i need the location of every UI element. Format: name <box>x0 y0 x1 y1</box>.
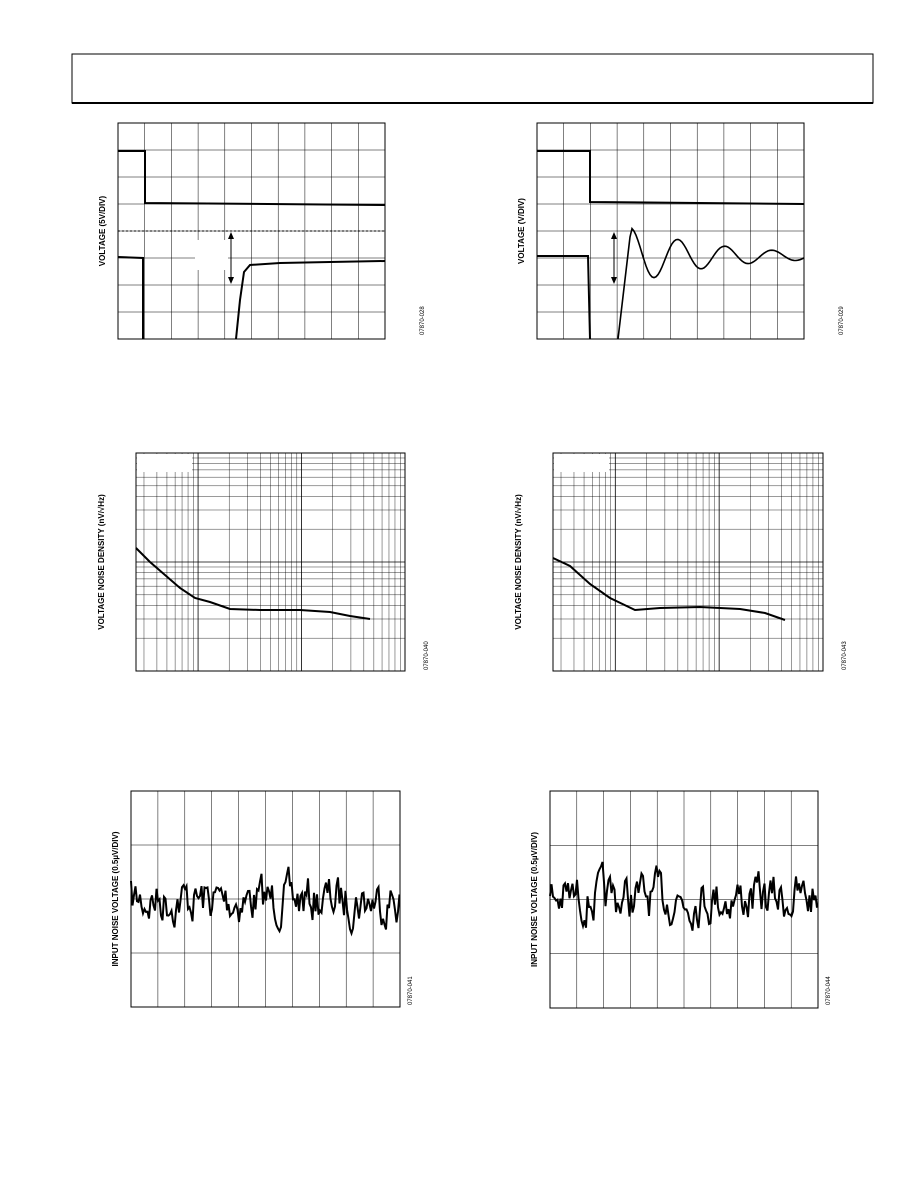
trace <box>617 226 805 340</box>
noise-trace <box>130 866 401 937</box>
mask <box>195 240 228 270</box>
y-axis-label: VOLTAGE (V/DIV) <box>517 198 526 264</box>
trace <box>135 547 371 620</box>
trace <box>537 255 591 340</box>
figure-code: 07870-028 <box>420 306 426 335</box>
figure-code: 07870-043 <box>842 641 848 670</box>
legend-mask <box>137 454 192 472</box>
figure-code: 07870-029 <box>839 306 845 335</box>
figure: VOLTAGE NOISE DENSITY (nV/√Hz) 07870-043 <box>514 452 848 672</box>
header-box <box>71 53 874 104</box>
figure: VOLTAGE NOISE DENSITY (nV/√Hz) 07870-040 <box>97 452 430 672</box>
trace <box>118 150 386 206</box>
y-axis-label: VOLTAGE NOISE DENSITY (nV/√Hz) <box>97 494 106 630</box>
plots: VOLTAGE (5V/DIV) 07870-028 VOLTAGE (V/DIV)… <box>97 122 848 1009</box>
trace <box>235 260 386 340</box>
y-axis-label: VOLTAGE (5V/DIV) <box>98 195 107 266</box>
y-axis-label: INPUT NOISE VOLTAGE (0.5µV/DIV) <box>111 831 120 966</box>
y-axis-label: VOLTAGE NOISE DENSITY (nV/√Hz) <box>514 494 523 630</box>
figure-code: 07870-044 <box>826 976 832 1005</box>
trace <box>117 256 144 339</box>
legend-mask <box>554 454 609 472</box>
figure-code: 07870-040 <box>424 641 430 670</box>
trace <box>552 557 786 621</box>
figure: VOLTAGE (V/DIV) 07870-029 <box>517 122 845 340</box>
figure-code: 07870-041 <box>408 976 414 1005</box>
noise-trace <box>549 861 818 931</box>
trace <box>537 150 805 205</box>
y-axis-label: INPUT NOISE VOLTAGE (0.5µV/DIV) <box>530 832 539 967</box>
